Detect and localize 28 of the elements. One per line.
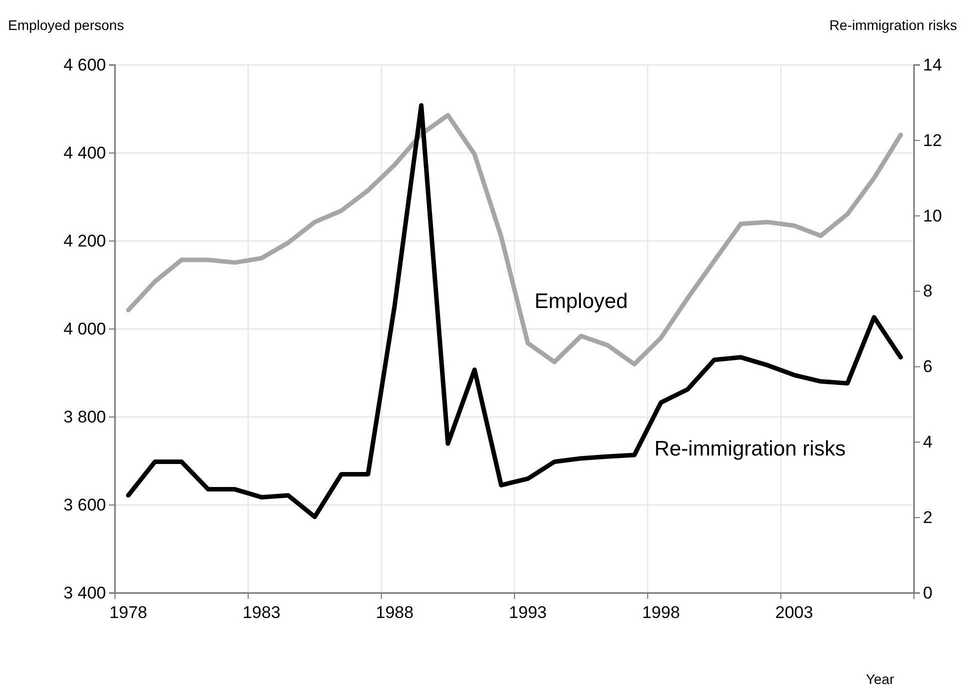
y-tick-label: 4 200 — [63, 231, 106, 250]
x-axis-title: Year — [866, 671, 894, 687]
line-series — [126, 112, 903, 366]
y2-tick-label: 10 — [923, 206, 942, 226]
x-tick-label: 2003 — [775, 603, 814, 622]
y-tick-label: 3 400 — [63, 583, 106, 602]
y2-axis-title: Re-immigration risks — [829, 17, 957, 33]
x-tick-label: 1988 — [376, 603, 414, 622]
y-tick-label: 4 000 — [63, 319, 106, 338]
y2-tick-label: 6 — [923, 357, 932, 376]
y-tick-label: 4 400 — [63, 143, 106, 162]
line-series — [126, 103, 903, 520]
x-tick-label: 1978 — [109, 603, 148, 622]
x-tick-label: 1993 — [508, 603, 547, 622]
y2-tick-label: 4 — [923, 432, 932, 452]
series-label: Re-immigration risks — [654, 438, 846, 461]
y-tick-label: 4 600 — [63, 55, 106, 74]
y2-tick-label: 0 — [923, 583, 932, 602]
y-tick-label: 3 600 — [63, 495, 106, 514]
series-label: Employed — [534, 290, 628, 313]
y2-tick-label: 2 — [923, 508, 932, 528]
y2-tick-label: 14 — [923, 55, 942, 74]
y2-tick-label: 12 — [923, 130, 942, 150]
x-tick-label: 1998 — [642, 603, 680, 622]
y-axis-title: Employed persons — [8, 17, 124, 33]
x-tick-label: 1983 — [242, 603, 280, 622]
y-tick-label: 3 800 — [63, 407, 106, 426]
y2-tick-label: 8 — [923, 282, 932, 301]
